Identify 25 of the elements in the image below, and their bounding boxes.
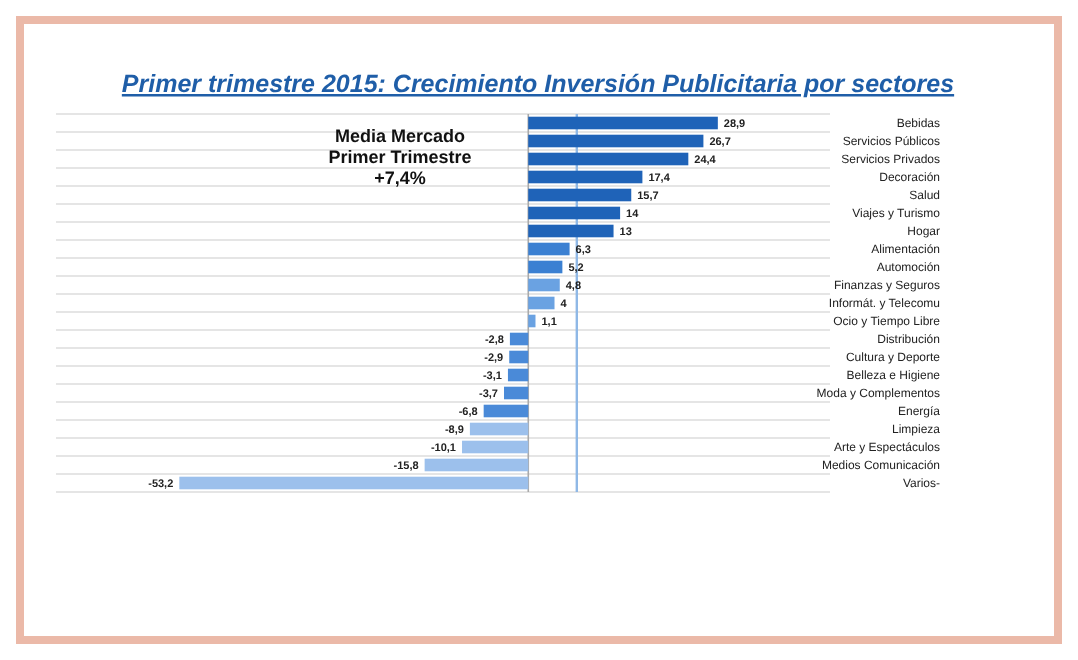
bar [483, 404, 529, 418]
bar [424, 458, 529, 472]
bar [509, 350, 529, 364]
annotation: Primer Trimestre [328, 147, 472, 167]
chart-title: Primer trimestre 2015: Crecimiento Inversión Publicitaria por sectores [121, 70, 955, 98]
bar [509, 332, 529, 346]
bar [528, 170, 643, 184]
bar [528, 206, 621, 220]
bar [528, 188, 632, 202]
bar [528, 242, 570, 256]
bar [528, 260, 563, 274]
bar [469, 422, 529, 436]
bar [528, 116, 718, 130]
bar [528, 134, 704, 148]
bar [528, 314, 536, 328]
bar [507, 368, 529, 382]
bar [462, 440, 529, 454]
annotation: Media Mercado [334, 126, 467, 146]
bar [528, 224, 614, 238]
bar [504, 386, 529, 400]
bar [179, 476, 529, 490]
bar [528, 152, 689, 166]
annotation: +7,4% [374, 168, 426, 188]
bar [528, 296, 555, 310]
bar [528, 278, 560, 292]
